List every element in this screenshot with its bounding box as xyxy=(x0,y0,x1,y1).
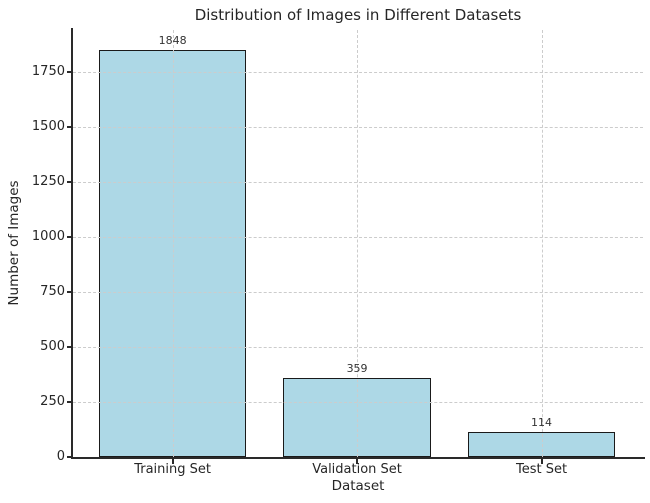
bar-training-set xyxy=(98,50,247,457)
y-tick-mark xyxy=(67,400,72,403)
bar-value-label: 114 xyxy=(531,415,553,429)
v-gridline xyxy=(541,30,543,457)
x-tick-label-test-set: Test Set xyxy=(515,462,568,477)
y-tick-label: 0 xyxy=(56,449,65,464)
x-axis-label: Dataset xyxy=(331,478,385,494)
y-tick-mark xyxy=(67,180,72,183)
v-gridline xyxy=(357,30,359,457)
y-tick-label: 750 xyxy=(40,283,65,299)
y-tick-mark xyxy=(67,70,72,73)
y-tick-mark xyxy=(67,456,72,458)
x-tick-label-validation-set: Validation Set xyxy=(312,462,402,477)
y-tick-mark xyxy=(67,235,72,238)
v-gridline xyxy=(172,30,174,457)
x-tick-mark xyxy=(171,459,174,464)
x-tick-mark xyxy=(356,459,359,464)
chart-title: Distribution of Images in Different Data… xyxy=(194,6,522,24)
y-tick-label: 1000 xyxy=(31,228,65,244)
y-tick-label: 250 xyxy=(40,393,65,409)
x-tick-mark xyxy=(540,459,543,464)
y-tick-mark xyxy=(67,125,72,128)
x-tick-label-training-set: Training Set xyxy=(134,462,211,477)
y-tick-mark xyxy=(67,345,72,348)
y-tick-label: 1750 xyxy=(31,63,65,79)
y-tick-label: 500 xyxy=(40,338,65,354)
bar-value-label: 359 xyxy=(346,361,368,375)
plot-area xyxy=(71,28,645,459)
bar-value-label: 1848 xyxy=(158,34,187,48)
y-tick-label: 1500 xyxy=(31,118,65,134)
y-tick-label: 1250 xyxy=(31,173,65,189)
y-tick-mark xyxy=(67,290,72,293)
